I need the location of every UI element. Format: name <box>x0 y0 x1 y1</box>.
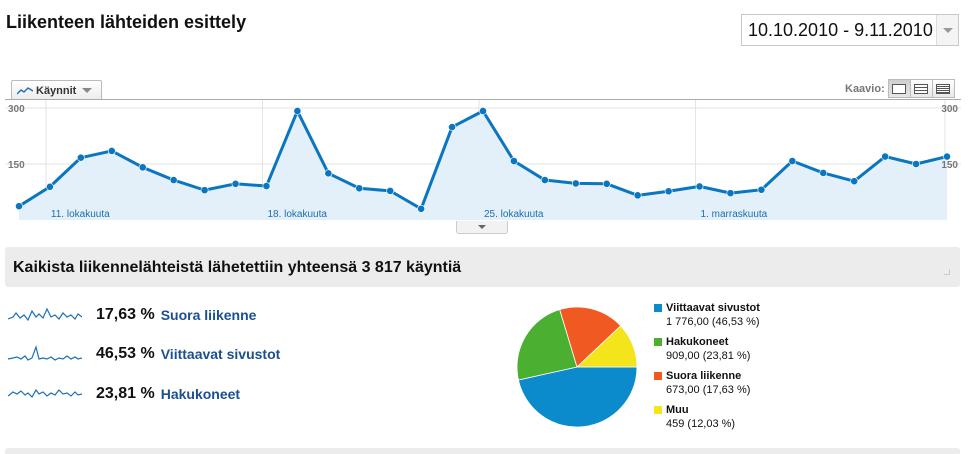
metric-selector[interactable]: Käynnit <box>11 80 102 100</box>
legend-item: Muu 459 (12,03 %) <box>654 403 760 437</box>
data-point[interactable] <box>231 179 240 188</box>
y-tick-label: 150 <box>8 160 25 171</box>
y-tick-label: 300 <box>8 104 25 115</box>
visits-chart: 300 300 150 150 11. lokakuuta 18. lokakuuta 25… <box>5 99 961 222</box>
date-range-dropdown[interactable] <box>936 15 958 45</box>
data-point[interactable] <box>571 179 580 188</box>
line-chart-view-button[interactable] <box>887 79 911 98</box>
pie-slice[interactable] <box>559 306 622 368</box>
data-point[interactable] <box>138 163 147 172</box>
sparkline-icon <box>8 307 82 322</box>
pie-legend: Viittaavat sivustot 1 776,00 (46,53 %) H… <box>654 301 760 437</box>
source-row-direct: 17,63 % Suora liikenne <box>8 305 256 325</box>
data-point[interactable] <box>602 179 611 188</box>
data-point[interactable] <box>417 204 426 213</box>
legend-swatch <box>654 406 662 414</box>
series-area <box>19 110 947 220</box>
page-title: Liikenteen lähteiden esittely <box>6 12 247 32</box>
source-pct: 46,53 % <box>96 345 155 362</box>
legend-item: Suora liikenne 673,00 (17,63 %) <box>654 369 760 403</box>
resize-corner-icon <box>944 269 950 275</box>
sparkline-icon <box>8 388 82 398</box>
source-pct: 23,81 % <box>96 385 155 402</box>
data-point[interactable] <box>355 184 364 193</box>
date-range-picker[interactable]: 10.10.2010 - 9.11.2010 <box>741 14 959 46</box>
legend-name: Suora liikenne <box>666 370 742 382</box>
data-point[interactable] <box>664 187 673 196</box>
visits-chart-svg: 300 300 150 150 11. lokakuuta 18. lokakuuta 25… <box>5 100 961 222</box>
legend-value: 909,00 (23,81 %) <box>666 350 751 362</box>
line-chart-view-icon <box>892 83 907 94</box>
y-tick-label-right: 150 <box>941 160 958 171</box>
data-point[interactable] <box>850 177 859 186</box>
source-link-search[interactable]: Hakukoneet <box>160 386 241 402</box>
table-view-button[interactable] <box>909 79 933 98</box>
data-point[interactable] <box>15 202 23 211</box>
list-view-button[interactable] <box>931 79 955 98</box>
legend-swatch <box>654 372 662 380</box>
data-point[interactable] <box>448 123 456 131</box>
next-panel-edge <box>5 448 960 454</box>
pie-slice[interactable] <box>516 309 578 381</box>
y-tick-label-right: 300 <box>941 104 958 115</box>
data-point[interactable] <box>819 169 828 177</box>
data-point[interactable] <box>324 169 333 178</box>
data-point[interactable] <box>757 185 766 194</box>
data-point[interactable] <box>76 153 85 162</box>
pie-slice[interactable] <box>517 366 638 428</box>
x-tick-label: 1. marraskuuta <box>701 209 768 220</box>
metric-label: Käynnit <box>36 84 77 97</box>
data-point[interactable] <box>726 189 735 198</box>
x-tick-label: 11. lokakuuta <box>51 209 110 220</box>
data-point[interactable] <box>695 182 704 191</box>
chevron-down-icon <box>942 27 953 33</box>
legend-swatch <box>654 338 662 346</box>
x-tick-label: 25. lokakuuta <box>484 209 544 220</box>
data-point[interactable] <box>293 107 302 115</box>
data-point[interactable] <box>510 157 518 165</box>
data-point[interactable] <box>200 186 209 195</box>
data-point[interactable] <box>943 152 951 161</box>
kaavio-label: Kaavio: <box>845 82 885 95</box>
list-view-icon <box>936 83 951 94</box>
data-point[interactable] <box>633 191 642 200</box>
data-point[interactable] <box>46 182 54 191</box>
date-range-value: 10.10.2010 - 9.11.2010 <box>748 19 933 40</box>
legend-value: 673,00 (17,63 %) <box>666 384 751 396</box>
chart-view-switcher: Kaavio: <box>845 79 955 98</box>
legend-item: Hakukoneet 909,00 (23,81 %) <box>654 335 760 369</box>
sparkline-icon <box>8 344 82 361</box>
x-tick-label: 18. lokakuuta <box>267 209 327 220</box>
source-row-referral: 46,53 % Viittaavat sivustot <box>8 344 280 364</box>
data-point[interactable] <box>262 182 271 190</box>
traffic-pie-chart <box>516 306 638 428</box>
legend-name: Viittaavat sivustot <box>666 302 760 314</box>
legend-item: Viittaavat sivustot 1 776,00 (46,53 %) <box>654 301 760 335</box>
source-link-referral[interactable]: Viittaavat sivustot <box>160 346 281 362</box>
data-point[interactable] <box>788 157 797 165</box>
summary-bar: Kaikista liikennelähteistä lähetettiin y… <box>5 247 960 287</box>
data-point[interactable] <box>912 160 920 168</box>
legend-name: Hakukoneet <box>666 336 729 348</box>
table-view-icon <box>914 83 929 94</box>
source-pct: 17,63 % <box>96 306 155 323</box>
data-point[interactable] <box>540 176 549 184</box>
data-point[interactable] <box>386 186 395 195</box>
data-point[interactable] <box>479 107 487 115</box>
chevron-down-icon <box>82 88 93 93</box>
summary-headline: Kaikista liikennelähteistä lähetettiin y… <box>13 259 462 276</box>
data-point[interactable] <box>881 152 890 161</box>
line-chart-icon <box>17 86 33 94</box>
chevron-down-icon <box>478 225 486 229</box>
legend-name: Muu <box>666 404 689 416</box>
source-row-search: 23,81 % Hakukoneet <box>8 384 240 404</box>
data-point[interactable] <box>169 176 178 184</box>
source-link-direct[interactable]: Suora liikenne <box>160 307 257 323</box>
legend-value: 459 (12,03 %) <box>666 418 736 430</box>
pie-slice[interactable] <box>575 325 638 368</box>
data-point[interactable] <box>107 147 116 155</box>
legend-swatch <box>654 304 662 312</box>
legend-value: 1 776,00 (46,53 %) <box>666 316 760 328</box>
chart-collapse-handle[interactable] <box>456 221 508 234</box>
